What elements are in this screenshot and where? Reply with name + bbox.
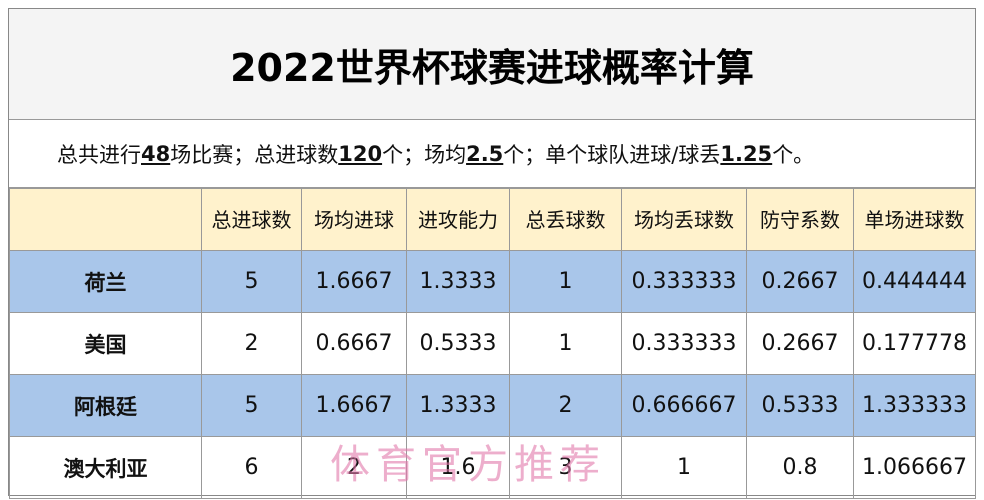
cell: 0.333333 bbox=[621, 250, 747, 313]
cell: 1 bbox=[509, 312, 622, 375]
cell: 2 bbox=[301, 436, 407, 499]
header-cell: 单场进球数 bbox=[853, 188, 976, 251]
cell: 1.333333 bbox=[853, 374, 976, 437]
summary-text: 总共进行 bbox=[57, 142, 141, 167]
summary-text: 个；单个球队进球/球丢 bbox=[503, 142, 721, 167]
cell: 0.666667 bbox=[621, 374, 747, 437]
cell: 5 bbox=[201, 250, 302, 313]
summary-number: 2.5 bbox=[466, 141, 504, 166]
cell: 2 bbox=[509, 374, 622, 437]
table-row: 澳大利亚 6 2 1.6 3 1 0.8 1.066667 bbox=[9, 436, 976, 499]
cell: 1.6 bbox=[406, 436, 510, 499]
cell: 1.3333 bbox=[406, 374, 510, 437]
cell: 1.3333 bbox=[406, 250, 510, 313]
cell: 0.5333 bbox=[746, 374, 854, 437]
cell: 2 bbox=[201, 312, 302, 375]
cell: 0.333333 bbox=[621, 312, 747, 375]
title: 2022世界杯球赛进球概率计算 bbox=[9, 9, 975, 120]
cell: 0.8 bbox=[746, 436, 854, 499]
cell: 3 bbox=[509, 436, 622, 499]
header-cell: 进攻能力 bbox=[406, 188, 510, 251]
team-name: 澳大利亚 bbox=[9, 436, 202, 499]
cell: 0.444444 bbox=[853, 250, 976, 313]
team-name: 荷兰 bbox=[9, 250, 202, 313]
table-row: 美国 2 0.6667 0.5333 1 0.333333 0.2667 0.177778 bbox=[9, 312, 976, 375]
cell: 0.5333 bbox=[406, 312, 510, 375]
header-cell: 防守系数 bbox=[746, 188, 854, 251]
cell: 5 bbox=[201, 374, 302, 437]
header-cell: 总丢球数 bbox=[509, 188, 622, 251]
header-row: 总进球数 场均进球 进攻能力 总丢球数 场均丢球数 防守系数 单场进球数 bbox=[9, 188, 976, 251]
summary-number: 1.25 bbox=[720, 141, 773, 166]
summary-text: 个；场均 bbox=[382, 142, 467, 167]
cell: 1 bbox=[621, 436, 747, 499]
cell: 1.6667 bbox=[301, 374, 407, 437]
cell: 0.6667 bbox=[301, 312, 407, 375]
team-name: 阿根廷 bbox=[9, 374, 202, 437]
header-cell: 场均丢球数 bbox=[621, 188, 747, 251]
summary-number: 48 bbox=[141, 141, 171, 166]
sheet: 2022世界杯球赛进球概率计算 总共进行 48 场比赛；总进球数 120 个；场均 2.5… bbox=[8, 8, 976, 499]
header-cell bbox=[9, 188, 202, 251]
table: 总进球数 场均进球 进攻能力 总丢球数 场均丢球数 防守系数 单场进球数 荷兰 5 1.6667 1… bbox=[9, 188, 976, 499]
team-name: 美国 bbox=[9, 312, 202, 375]
cell: 1.066667 bbox=[853, 436, 976, 499]
summary-text: 个。 bbox=[772, 142, 815, 167]
cell: 0.2667 bbox=[746, 250, 854, 313]
cell: 1.6667 bbox=[301, 250, 407, 313]
table-row: 阿根廷 5 1.6667 1.3333 2 0.666667 0.5333 1.333333 bbox=[9, 374, 976, 437]
header-cell: 场均进球 bbox=[301, 188, 407, 251]
table-row: 荷兰 5 1.6667 1.3333 1 0.333333 0.2667 0.444444 bbox=[9, 250, 976, 313]
cell: 0.177778 bbox=[853, 312, 976, 375]
summary: 总共进行 48 场比赛；总进球数 120 个；场均 2.5 个；单个球队进球/球丢 1.25 个… bbox=[9, 120, 975, 188]
cell: 1 bbox=[509, 250, 622, 313]
cell: 0.2667 bbox=[746, 312, 854, 375]
cell: 6 bbox=[201, 436, 302, 499]
summary-text: 场比赛；总进球数 bbox=[170, 142, 339, 167]
header-cell: 总进球数 bbox=[201, 188, 302, 251]
summary-number: 120 bbox=[338, 141, 383, 166]
